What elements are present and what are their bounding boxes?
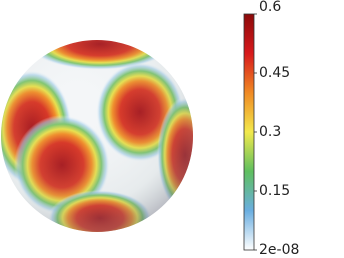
colorbar <box>243 13 255 251</box>
colorbar-tick-label: 0.45 <box>259 65 290 81</box>
colorbar-tick-label: 0.6 <box>259 0 281 15</box>
colorbar-tick-label: 0.15 <box>259 183 290 199</box>
colorbar-tick-label: 0.3 <box>259 124 281 140</box>
colorbar-tick-label: 2e-08 <box>259 242 299 258</box>
sphere <box>1 40 193 232</box>
sphere-shading <box>1 40 193 232</box>
